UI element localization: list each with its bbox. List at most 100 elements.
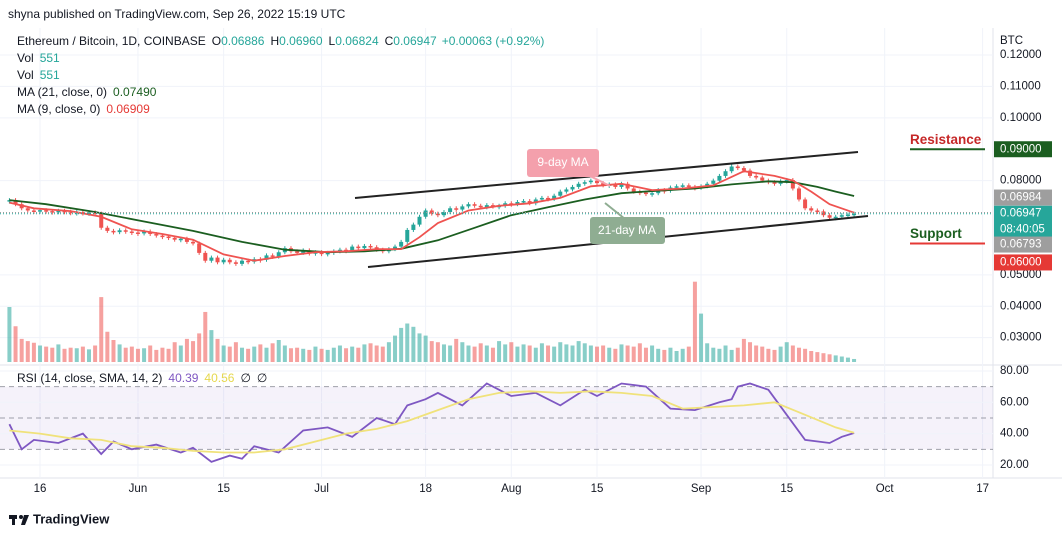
volume-bar	[423, 335, 428, 362]
level-label: Support	[910, 226, 962, 241]
volume-bar	[441, 344, 446, 362]
candle	[815, 210, 820, 212]
x-tick-label: 18	[419, 483, 432, 495]
x-tick-label: Jun	[129, 483, 148, 495]
volume-bar	[86, 349, 91, 362]
volume-bar	[521, 344, 526, 362]
price-tag-label: 0.06947	[1000, 208, 1042, 220]
rsi-line	[9, 390, 855, 454]
volume-bar	[117, 344, 122, 362]
x-tick-label: Oct	[876, 483, 895, 495]
y-tick-label: 80.00	[1000, 365, 1029, 377]
volume-bar	[264, 347, 269, 362]
volume-bar	[668, 347, 673, 362]
candle	[203, 252, 208, 261]
volume-bar	[221, 345, 226, 362]
volume-bar	[729, 349, 734, 362]
candle	[68, 211, 73, 214]
volume-bar	[25, 341, 30, 362]
price-tag	[994, 254, 1052, 271]
candle	[13, 200, 18, 205]
plot-layer: 0.12000 0.11000 0.10000 0.08000 0.05000 0.040…	[0, 28, 1052, 495]
logo-part	[12, 515, 15, 525]
volume-bar	[582, 343, 587, 362]
price-tag	[994, 141, 1052, 158]
volume-bar	[337, 345, 342, 362]
y-tick-label: 0.04000	[1000, 300, 1042, 312]
volume-bar	[686, 346, 691, 362]
candle	[423, 210, 428, 217]
volume-bar	[435, 342, 440, 362]
candle	[429, 210, 434, 214]
volume-bar	[154, 349, 159, 362]
candle	[582, 182, 587, 184]
candle	[527, 201, 532, 204]
volume-bar	[484, 345, 489, 362]
volume-bar	[411, 326, 416, 362]
candle	[99, 213, 104, 228]
volume-bar	[62, 348, 67, 362]
volume-bar	[38, 345, 43, 362]
volume-bar	[533, 347, 538, 362]
volume-bar	[619, 344, 624, 362]
volume-bar	[123, 347, 128, 362]
candle	[460, 206, 465, 210]
volume-bar	[539, 343, 544, 362]
rsi-legend: RSI (14, close, SMA, 14, 2)	[17, 371, 162, 385]
volume-bar	[68, 347, 73, 362]
candle	[705, 183, 710, 187]
change: +0.00063 (+0.92%)	[442, 34, 545, 48]
volume-bar	[466, 345, 471, 362]
volume-bar	[252, 346, 257, 362]
candle	[215, 257, 220, 263]
volume-bar	[93, 345, 98, 362]
volume-bar	[705, 343, 710, 362]
candle	[539, 197, 544, 200]
volume-bar	[374, 345, 379, 362]
rsi-value: 40.39	[168, 371, 198, 385]
candle	[656, 190, 661, 194]
volume-bar	[815, 352, 820, 362]
volume-bar	[564, 344, 569, 362]
candle	[729, 166, 734, 172]
rsi-line	[8, 382, 855, 463]
candle	[478, 205, 483, 208]
y-tick-label: 0.12000	[1000, 49, 1042, 61]
volume-bar	[766, 348, 771, 362]
legend-row: Vol 551	[17, 68, 60, 82]
volume-bar	[307, 349, 312, 362]
candle	[674, 186, 679, 188]
volume-bar	[258, 344, 263, 362]
candle	[594, 180, 599, 184]
candle	[368, 245, 373, 248]
volume-bar	[845, 357, 850, 362]
candle	[760, 177, 765, 181]
volume-bar	[276, 340, 281, 362]
volume-bar	[460, 342, 465, 362]
candle	[178, 238, 183, 241]
volume-bar	[490, 347, 495, 362]
volume-bar	[99, 297, 104, 362]
volume-bar	[674, 351, 679, 362]
candle	[356, 246, 361, 249]
ohlc-label: O	[212, 34, 221, 48]
candle	[643, 192, 648, 195]
candle	[270, 255, 275, 257]
candle	[393, 246, 398, 250]
volume-bar	[509, 342, 514, 362]
ohlc-value: 0.06960	[279, 34, 323, 48]
price-tag-label: 0.09000	[1000, 143, 1042, 155]
publisher: shyna published on TradingView.com, Sep …	[8, 7, 346, 21]
candle	[276, 252, 281, 257]
ma-line	[9, 180, 855, 254]
candle	[154, 234, 159, 236]
volume-bar	[741, 338, 746, 362]
price-tag	[994, 236, 1052, 253]
candle	[441, 212, 446, 216]
volume-bar	[160, 347, 165, 362]
volume-bar	[142, 348, 147, 362]
y-tick-label: 40.00	[1000, 428, 1029, 440]
candle	[209, 257, 214, 261]
volume-bar	[497, 341, 502, 362]
volume-bar	[203, 311, 208, 362]
